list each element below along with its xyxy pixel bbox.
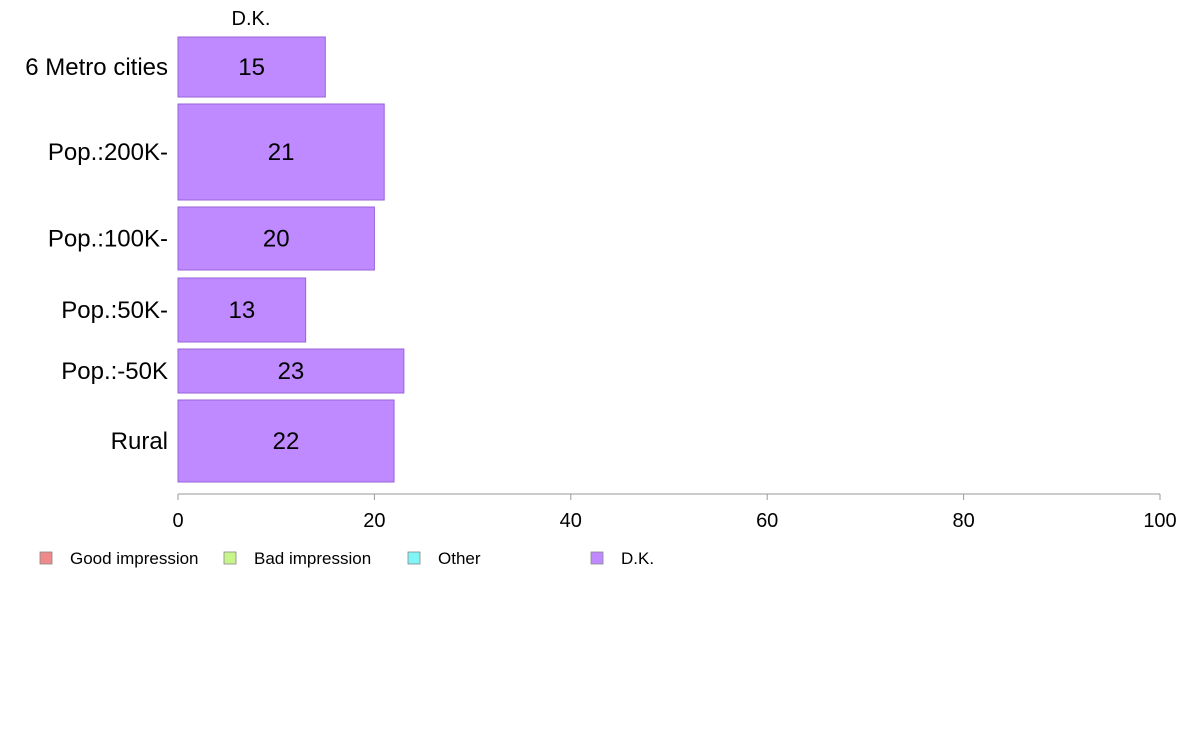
bar-value-label: 22	[273, 428, 300, 455]
category-label: Rural	[111, 428, 168, 455]
bar	[177, 36, 326, 98]
legend-label: Good impression	[70, 549, 199, 568]
category-label: Pop.:50K-	[61, 297, 168, 324]
bar-value-label: 23	[278, 358, 305, 385]
bar-value-label: 13	[228, 297, 255, 324]
legend-label: D.K.	[621, 549, 654, 568]
legend-label: Other	[438, 549, 481, 568]
bar-value-label: 21	[268, 139, 295, 166]
bar-value-label: 15	[238, 54, 265, 81]
x-tick-label: 100	[1143, 510, 1176, 532]
legend-swatch	[407, 551, 421, 565]
legend-label: Bad impression	[254, 549, 371, 568]
legend: Good impression Bad impression Other D.K.	[39, 549, 654, 568]
bar	[177, 399, 395, 483]
x-tick-label: 80	[952, 510, 974, 532]
x-tick-label: 0	[172, 510, 183, 532]
legend-swatch	[590, 551, 604, 565]
bar	[177, 103, 385, 201]
x-tick-label: 60	[756, 510, 778, 532]
category-label: 6 Metro cities	[25, 54, 168, 81]
bars-layer: 15 6 Metro cities 21 Pop.:200K- 20 Pop.:100K-…	[25, 36, 405, 483]
bar	[177, 206, 375, 271]
category-label: Pop.:200K-	[48, 139, 168, 166]
x-tick-label: 40	[560, 510, 582, 532]
x-axis: 0 20 40 60 80 100	[172, 493, 1177, 532]
bar-value-label: 20	[263, 226, 290, 253]
bar	[177, 277, 307, 343]
legend-swatch	[223, 551, 237, 565]
column-header: D.K.	[232, 8, 271, 30]
legend-swatch	[39, 551, 53, 565]
category-label: Pop.:100K-	[48, 226, 168, 253]
bar	[177, 348, 405, 394]
category-label: Pop.:-50K	[61, 358, 168, 385]
x-tick-label: 20	[363, 510, 385, 532]
